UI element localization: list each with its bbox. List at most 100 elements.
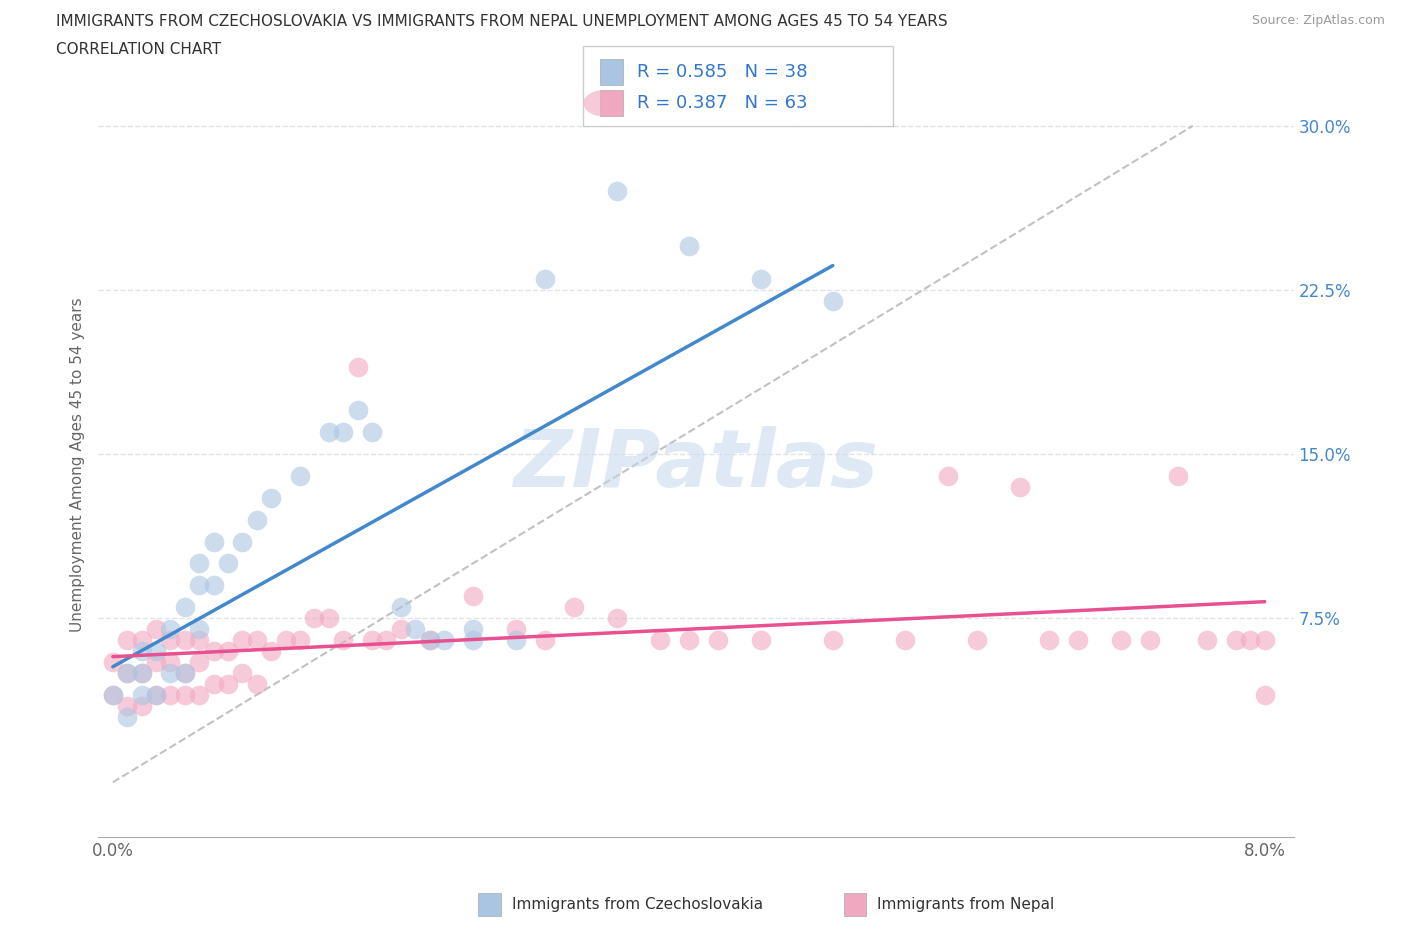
Point — [606, 611, 628, 626]
Point — [461, 621, 484, 636]
Point — [131, 666, 153, 681]
Point — [188, 632, 211, 647]
Point — [131, 644, 153, 658]
Point — [188, 655, 211, 670]
Point — [288, 632, 311, 647]
Point — [202, 534, 225, 549]
Text: Source: ZipAtlas.com: Source: ZipAtlas.com — [1251, 14, 1385, 27]
Point — [159, 655, 181, 670]
Point — [246, 632, 269, 647]
Point — [419, 632, 441, 647]
Point — [274, 632, 297, 647]
Point — [145, 687, 167, 702]
Text: IMMIGRANTS FROM CZECHOSLOVAKIA VS IMMIGRANTS FROM NEPAL UNEMPLOYMENT AMONG AGES : IMMIGRANTS FROM CZECHOSLOVAKIA VS IMMIGR… — [56, 14, 948, 29]
Point — [131, 632, 153, 647]
Point — [131, 687, 153, 702]
Point — [101, 687, 124, 702]
Point — [505, 632, 527, 647]
Point — [893, 632, 915, 647]
Point — [821, 294, 844, 309]
Text: ZIPatlas: ZIPatlas — [513, 426, 879, 504]
Point — [332, 425, 354, 440]
Point — [145, 621, 167, 636]
Point — [260, 644, 283, 658]
Point — [173, 666, 195, 681]
Y-axis label: Unemployment Among Ages 45 to 54 years: Unemployment Among Ages 45 to 54 years — [69, 298, 84, 632]
Point — [188, 687, 211, 702]
Point — [419, 632, 441, 647]
Point — [231, 666, 253, 681]
Point — [173, 687, 195, 702]
Point — [562, 600, 585, 615]
Point — [1254, 687, 1277, 702]
Point — [1008, 480, 1031, 495]
Point — [1038, 632, 1060, 647]
Point — [1225, 632, 1247, 647]
Point — [346, 359, 368, 374]
Point — [159, 632, 181, 647]
Point — [173, 666, 195, 681]
Text: CORRELATION CHART: CORRELATION CHART — [56, 42, 221, 57]
Point — [318, 611, 340, 626]
Point — [533, 632, 555, 647]
Point — [145, 655, 167, 670]
Point — [217, 676, 239, 691]
Point — [131, 698, 153, 713]
Point — [202, 644, 225, 658]
Point — [173, 600, 195, 615]
Point — [304, 611, 326, 626]
Point — [749, 272, 772, 286]
Point — [706, 632, 728, 647]
Point — [433, 632, 456, 647]
Point — [821, 632, 844, 647]
Point — [115, 698, 138, 713]
Point — [217, 644, 239, 658]
Point — [188, 578, 211, 592]
Text: Immigrants from Nepal: Immigrants from Nepal — [877, 897, 1054, 912]
Point — [1239, 632, 1261, 647]
Point — [188, 556, 211, 571]
Point — [505, 621, 527, 636]
Point — [606, 184, 628, 199]
Point — [246, 512, 269, 527]
Point — [1109, 632, 1132, 647]
Point — [159, 666, 181, 681]
Point — [115, 666, 138, 681]
Point — [231, 632, 253, 647]
Point — [202, 676, 225, 691]
Text: R = 0.585   N = 38: R = 0.585 N = 38 — [637, 62, 807, 81]
Point — [375, 632, 398, 647]
Point — [936, 469, 959, 484]
Point — [966, 632, 988, 647]
Point — [246, 676, 269, 691]
Point — [159, 621, 181, 636]
Point — [404, 621, 426, 636]
Point — [173, 632, 195, 647]
Point — [159, 687, 181, 702]
Point — [678, 632, 700, 647]
Point — [461, 632, 484, 647]
Point — [1197, 632, 1219, 647]
Point — [115, 710, 138, 724]
Point — [361, 425, 384, 440]
Point — [749, 632, 772, 647]
Point — [1254, 632, 1277, 647]
Point — [332, 632, 354, 647]
Point — [101, 655, 124, 670]
Point — [188, 621, 211, 636]
Text: Immigrants from Czechoslovakia: Immigrants from Czechoslovakia — [512, 897, 763, 912]
Point — [288, 469, 311, 484]
Point — [1139, 632, 1161, 647]
Point — [346, 403, 368, 418]
Point — [145, 644, 167, 658]
Point — [318, 425, 340, 440]
Point — [217, 556, 239, 571]
Point — [648, 632, 671, 647]
Point — [115, 632, 138, 647]
Point — [115, 666, 138, 681]
Point — [260, 490, 283, 505]
Point — [389, 621, 412, 636]
Point — [131, 666, 153, 681]
Point — [389, 600, 412, 615]
Point — [145, 687, 167, 702]
